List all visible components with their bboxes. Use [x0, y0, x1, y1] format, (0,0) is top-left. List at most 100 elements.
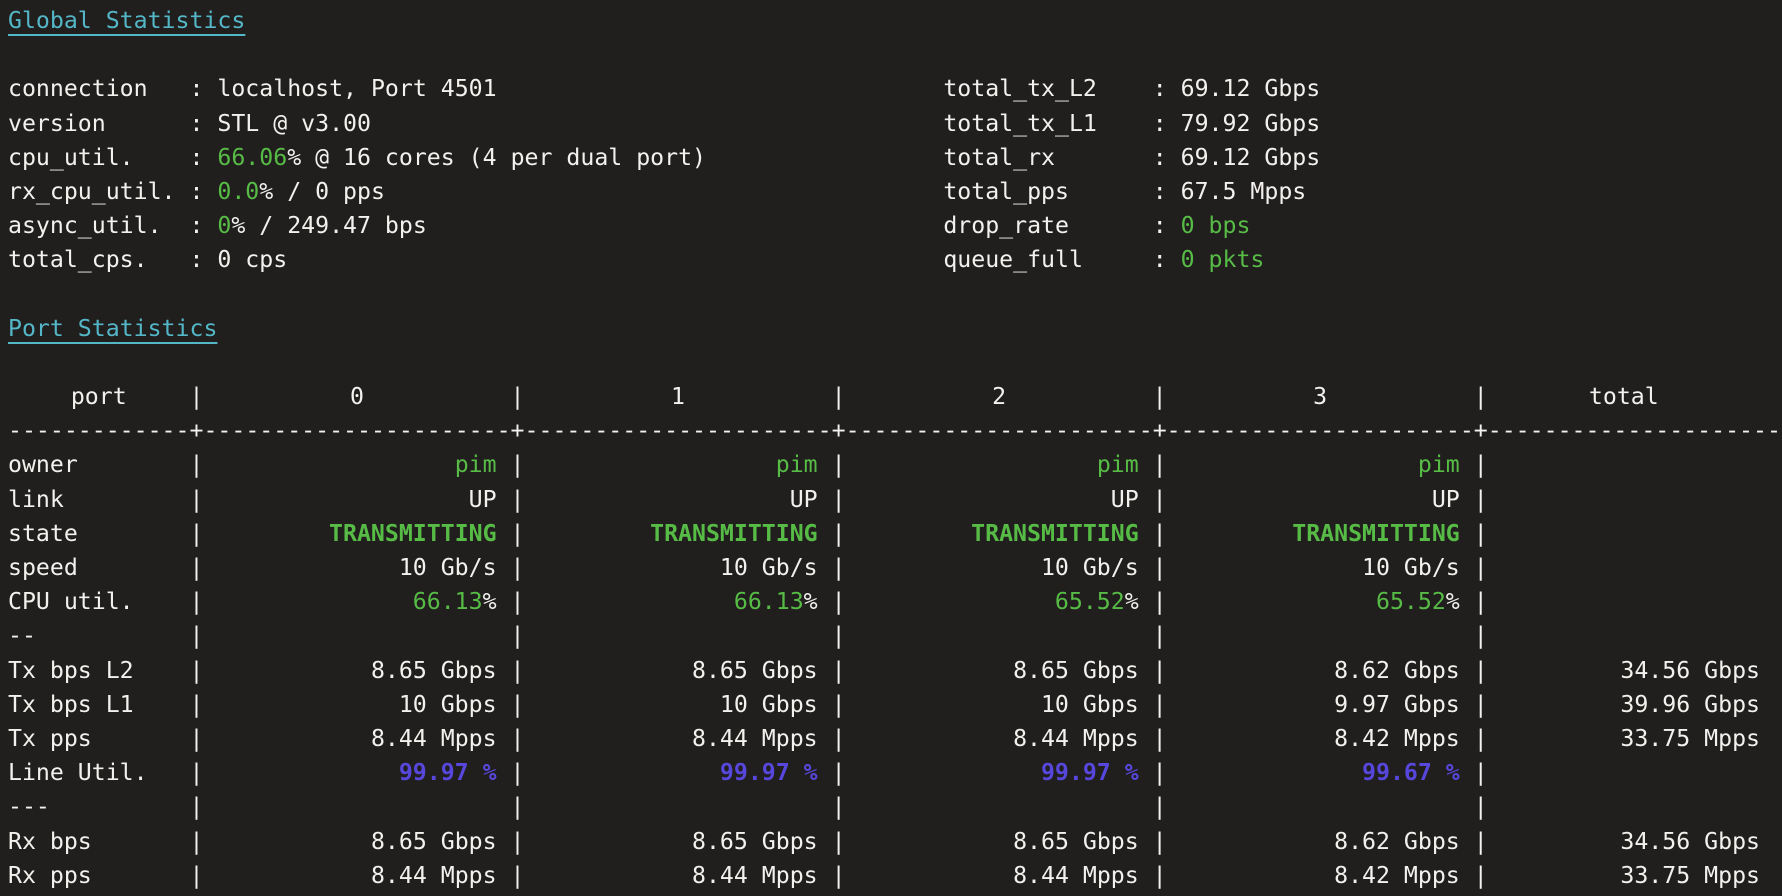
value-segment: 10 Gb/s — [719, 554, 818, 581]
value-segment: % — [482, 588, 497, 616]
colon: : — [1152, 212, 1181, 240]
cell-port-2: 99.97 % — [846, 756, 1153, 790]
cell-port-2: 8.44 Mpps — [846, 722, 1153, 756]
global-statistics-title: Global Statistics — [8, 7, 246, 34]
value-segment: % / 0 pps — [259, 177, 385, 205]
table-row: owner | pim | pim | pim | pim | — [8, 448, 1782, 482]
cell-port-2: TRANSMITTING — [846, 517, 1153, 551]
value-segment: 8.44 Mpps — [692, 861, 818, 889]
value-segment: 65.52 — [1375, 588, 1446, 616]
table-separator: -------------+----------------------+---… — [8, 417, 1782, 445]
value-segment: 8.62 Gbps — [1334, 827, 1460, 855]
cell-total: 34.56 Gbps — [1488, 654, 1782, 688]
cell-total — [1488, 448, 1782, 482]
value-segment: 10 Gbps — [719, 690, 818, 718]
row-label: CPU util. — [8, 588, 134, 616]
row-label: --- — [8, 793, 50, 821]
cell-port-2: UP — [846, 483, 1153, 517]
pipe-divider: | — [831, 724, 846, 752]
value-segment: 67.5 Mpps — [1180, 177, 1307, 205]
value-segment: 34.56 Gbps — [1620, 656, 1760, 684]
cell-port-0: 8.65 Gbps — [203, 825, 510, 859]
value-segment: 8.42 Mpps — [1334, 724, 1460, 752]
value-segment: 8.44 Mpps — [692, 724, 818, 752]
pipe-divider: | — [831, 554, 846, 581]
value-segment: pim — [775, 451, 818, 479]
pipe-divider: | — [189, 724, 204, 752]
stat-label: total_pps — [943, 177, 1069, 205]
stat-line: async_util.: 0% / 249.47 bps drop_rate: 0… — [8, 209, 1782, 243]
stat-label: total_tx_L2 — [943, 75, 1097, 103]
stat-line: rx_cpu_util.: 0.0% / 0 pps total_pps: 67.… — [8, 175, 1782, 209]
cell-port-3: pim — [1167, 448, 1474, 482]
pipe-divider: | — [831, 690, 846, 718]
cell-port-3: 65.52% — [1167, 585, 1474, 619]
pipe-divider: | — [831, 383, 846, 411]
table-row: Line Util. | 99.97 % | 99.97 % | 99.97 % | 99.67… — [8, 756, 1782, 790]
stat-line: version: STL @ v3.00 total_tx_L1: 79.92 G… — [8, 107, 1782, 141]
value-segment: UP — [1431, 485, 1460, 513]
value-segment: 8.44 Mpps — [1013, 724, 1139, 752]
value-segment: pim — [1417, 451, 1460, 479]
value-segment: 69.12 Gbps — [1180, 143, 1321, 171]
column-header-0: 0 — [349, 383, 364, 411]
cell-port-3: 99.67 % — [1167, 756, 1474, 790]
table-row: Tx pps | 8.44 Mpps | 8.44 Mpps | 8.44 Mpps | 8.4… — [8, 722, 1782, 756]
value-segment: 39.96 Gbps — [1620, 690, 1760, 718]
cell-total — [1488, 756, 1782, 790]
row-label: state — [8, 519, 78, 547]
pipe-divider: | — [189, 656, 204, 684]
cell-total: 33.75 Mpps — [1488, 859, 1782, 893]
cell-port-0: 8.44 Mpps — [203, 722, 510, 756]
row-label: link — [8, 485, 64, 513]
pipe-divider: | — [1473, 485, 1488, 513]
pipe-divider: | — [510, 656, 525, 684]
cell-port-3: 9.97 Gbps — [1167, 688, 1474, 722]
cell-port-0: 66.13% — [203, 585, 510, 619]
row-label: speed — [8, 554, 78, 581]
table-row: link | UP | UP | UP | UP | — [8, 483, 1782, 517]
pipe-divider: | — [1473, 861, 1488, 889]
pipe-divider: | — [1473, 759, 1488, 787]
value-segment: 0 cps — [217, 246, 288, 274]
stat-line-right: total_pps: 67.5 Mpps — [943, 175, 1306, 209]
cell-port-1: TRANSMITTING — [524, 517, 831, 551]
column-header-3: 3 — [1313, 383, 1328, 411]
value-segment: 99.97 % — [1040, 759, 1139, 787]
global-statistics-header: Global Statistics — [8, 4, 1782, 38]
cell-port-3 — [1167, 790, 1474, 824]
cell-total — [1488, 619, 1782, 653]
port-stats-table: port | 0 | 1 | 2 | 3 | total -------------+--------… — [8, 380, 1782, 896]
cell-port-3: 8.42 Mpps — [1167, 859, 1474, 893]
cell-port-3 — [1167, 619, 1474, 653]
row-label: Tx pps — [8, 724, 92, 752]
global-stats-block: connection: localhost, Port 4501 total_tx… — [8, 72, 1782, 277]
cell-total — [1488, 790, 1782, 824]
pipe-divider: | — [1152, 724, 1167, 752]
pipe-divider: | — [1152, 485, 1167, 513]
colon: : — [1152, 177, 1181, 205]
cell-port-0 — [203, 790, 510, 824]
cell-port-3: 10 Gb/s — [1167, 551, 1474, 585]
cell-port-1: UP — [524, 483, 831, 517]
value-segment: % / 249.47 bps — [231, 212, 427, 240]
stat-line-right: drop_rate: 0 bps — [943, 209, 1250, 243]
cell-port-1 — [524, 619, 831, 653]
stat-label: total_tx_L1 — [943, 109, 1097, 137]
row-label: Line Util. — [8, 759, 148, 787]
row-label: Rx pps — [8, 861, 92, 889]
value-segment: 8.65 Gbps — [370, 827, 497, 855]
pipe-divider: | — [1152, 519, 1167, 547]
cell-port-2: 65.52% — [846, 585, 1153, 619]
table-row: state | TRANSMITTING | TRANSMITTING | TRANSMIT… — [8, 517, 1782, 551]
value-segment: 8.65 Gbps — [1013, 656, 1139, 684]
stat-label: connection — [8, 75, 148, 103]
pipe-divider: | — [189, 485, 204, 513]
value-segment: 8.65 Gbps — [1013, 827, 1139, 855]
cell-port-1: pim — [524, 448, 831, 482]
stat-label: version — [8, 109, 106, 137]
colon: : — [1152, 109, 1181, 137]
value-segment: 10 Gb/s — [398, 554, 497, 581]
cell-total — [1488, 551, 1782, 585]
